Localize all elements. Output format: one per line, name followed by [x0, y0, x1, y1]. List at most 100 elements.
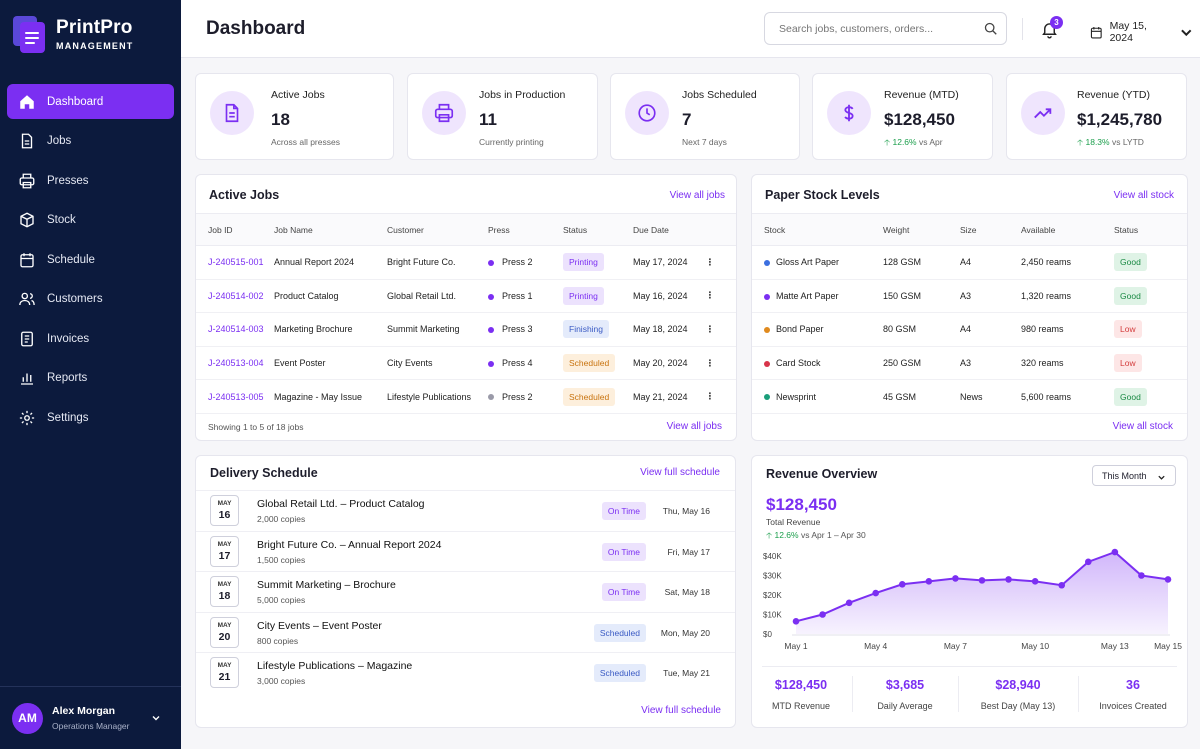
sidebar-item-settings[interactable]: Settings	[7, 400, 174, 435]
stock-name: Gloss Art Paper	[776, 257, 840, 268]
data-point[interactable]	[845, 599, 853, 607]
table-row[interactable]: J-240514-002 Product Catalog Global Retail…	[196, 279, 736, 314]
column-header[interactable]: Weight	[883, 213, 960, 246]
stat-change-sub: vs LYTD	[1111, 137, 1144, 147]
list-item[interactable]: MAY 17 Bright Future Co. – Annual Report 2…	[196, 530, 735, 572]
job-press: Press 3	[502, 324, 533, 335]
table-row[interactable]: J-240515-001 Annual Report 2024 Bright Fut…	[196, 245, 736, 280]
data-point[interactable]	[1084, 558, 1092, 566]
data-point[interactable]	[1164, 576, 1172, 583]
delivery-date: Fri, May 17	[667, 546, 710, 557]
data-point[interactable]	[1111, 548, 1119, 556]
view-all-jobs-footer-link[interactable]: View all jobs	[666, 421, 722, 432]
data-point[interactable]	[898, 580, 906, 588]
sidebar-item-jobs[interactable]: Jobs	[7, 124, 174, 159]
data-point[interactable]	[1058, 581, 1066, 589]
app-logo[interactable]: PrintPro MANAGEMENT	[13, 16, 134, 53]
data-point[interactable]	[1031, 578, 1039, 585]
status-badge: Low	[1114, 354, 1142, 373]
job-name: Marketing Brochure	[274, 312, 387, 347]
column-header[interactable]: Size	[960, 213, 1021, 246]
table-row[interactable]: J-240514-003 Marketing Brochure Summit Mar…	[196, 312, 736, 347]
period-select[interactable]: This Month	[1092, 465, 1176, 486]
column-header[interactable]: Status	[1114, 213, 1187, 246]
sidebar-item-schedule[interactable]: Schedule	[7, 242, 174, 277]
stat-card-jobs-in-production[interactable]: Jobs in Production 11 Currently printing	[407, 73, 598, 160]
column-header[interactable]: Job Name	[274, 213, 387, 246]
table-row[interactable]: Gloss Art Paper 128 GSM A4 2,450 reams Good	[752, 245, 1187, 280]
stat-card-jobs-scheduled[interactable]: Jobs Scheduled 7 Next 7 days	[610, 73, 800, 160]
job-id-link[interactable]: J-240514-003	[196, 312, 274, 347]
stat-card-revenue-ytd[interactable]: Revenue (YTD) $1,245,780 🡡 18.3% vs LYTD	[1006, 73, 1187, 160]
table-row[interactable]: J-240513-005 Magazine - May Issue Lifestyl…	[196, 379, 736, 414]
date-picker[interactable]: May 15, 2024	[1089, 20, 1200, 44]
view-full-schedule-footer-link[interactable]: View full schedule	[641, 705, 721, 716]
list-item[interactable]: MAY 21 Lifestyle Publications – Magazine 3,…	[196, 652, 735, 693]
list-item[interactable]: MAY 20 City Events – Event Poster 800 copie…	[196, 611, 735, 653]
data-point[interactable]	[1005, 576, 1012, 583]
column-header[interactable]: Job ID	[196, 213, 274, 246]
column-header[interactable]: Stock	[752, 213, 883, 246]
stock-weight: 150 GSM	[883, 279, 960, 314]
table-row[interactable]: Newsprint 45 GSM News 5,600 reams Good	[752, 379, 1187, 414]
view-all-jobs-link[interactable]: View all jobs	[669, 190, 725, 201]
sidebar-item-dashboard[interactable]: Dashboard	[7, 84, 174, 119]
arrow-up-icon: 🡡	[1077, 137, 1084, 147]
job-id-link[interactable]: J-240513-005	[196, 379, 274, 414]
more-options-icon[interactable]: ⋮	[705, 391, 715, 402]
app-name: PrintPro	[56, 17, 133, 38]
stat-card-active-jobs[interactable]: Active Jobs 18 Across all presses	[195, 73, 394, 160]
column-header[interactable]: Press	[488, 213, 563, 246]
table-row[interactable]: J-240513-004 Event Poster City Events Press…	[196, 346, 736, 381]
data-point[interactable]	[792, 618, 800, 625]
job-name: Product Catalog	[274, 279, 387, 314]
stat-icon	[625, 91, 669, 135]
stat-sub: Next 7 days	[682, 137, 727, 147]
stock-name: Newsprint	[776, 391, 817, 402]
delivery-schedule-card: Delivery Schedule View full schedule MAY…	[195, 455, 736, 728]
table-row[interactable]: Matte Art Paper 150 GSM A3 1,320 reams Good	[752, 279, 1187, 314]
column-header[interactable]: Customer	[387, 213, 488, 246]
table-row[interactable]: Card Stock 250 GSM A3 320 reams Low	[752, 346, 1187, 381]
stat-value: $1,245,780	[1077, 110, 1163, 129]
data-point[interactable]	[1138, 572, 1145, 579]
more-options-icon[interactable]: ⋮	[705, 323, 715, 334]
press-status-dot	[488, 327, 494, 334]
data-point[interactable]	[872, 589, 880, 597]
data-point[interactable]	[925, 578, 933, 585]
calendar-date-icon: MAY 17	[210, 535, 239, 567]
sidebar-item-reports[interactable]: Reports	[7, 361, 174, 396]
stat-icon	[210, 91, 254, 135]
data-point[interactable]	[978, 577, 986, 584]
user-profile[interactable]: AM Alex Morgan Operations Manager	[0, 686, 181, 749]
data-point[interactable]	[952, 575, 959, 582]
more-options-icon[interactable]: ⋮	[705, 256, 715, 267]
more-options-icon[interactable]: ⋮	[705, 357, 715, 368]
status-badge: Printing	[563, 286, 604, 305]
view-full-schedule-link[interactable]: View full schedule	[640, 467, 720, 478]
table-row[interactable]: Bond Paper 80 GSM A4 980 reams Low	[752, 312, 1187, 347]
sidebar-item-presses[interactable]: Presses	[7, 163, 174, 198]
sidebar-item-customers[interactable]: Customers	[7, 282, 174, 317]
status-badge: Low	[1114, 320, 1142, 339]
calendar-date-icon: MAY 16	[210, 495, 239, 526]
list-item[interactable]: MAY 18 Summit Marketing – Brochure 5,000 co…	[196, 571, 735, 612]
sidebar-item-stock[interactable]: Stock	[7, 203, 174, 238]
job-id-link[interactable]: J-240515-001	[196, 245, 274, 280]
sidebar-item-invoices[interactable]: Invoices	[7, 321, 174, 356]
more-options-icon[interactable]: ⋮	[705, 290, 715, 301]
job-id-link[interactable]: J-240513-004	[196, 346, 274, 381]
view-all-stock-link[interactable]: View all stock	[1113, 190, 1174, 201]
data-point[interactable]	[819, 611, 826, 618]
job-id-link[interactable]: J-240514-002	[196, 279, 274, 314]
list-item[interactable]: MAY 16 Global Retail Ltd. – Product Catalo…	[196, 490, 735, 531]
delivery-date: Mon, May 20	[660, 627, 710, 638]
column-header[interactable]: Available	[1021, 213, 1114, 246]
stat-card-revenue-mtd[interactable]: Revenue (MTD) $128,450 🡡 12.6% vs Apr	[812, 73, 993, 160]
view-all-stock-footer-link[interactable]: View all stock	[1112, 421, 1173, 432]
search-icon[interactable]	[984, 22, 998, 36]
column-header[interactable]: Due Date	[633, 213, 705, 246]
chevron-down-icon[interactable]	[151, 713, 161, 723]
column-header[interactable]: Status	[563, 213, 633, 246]
search-input[interactable]	[764, 12, 1007, 45]
